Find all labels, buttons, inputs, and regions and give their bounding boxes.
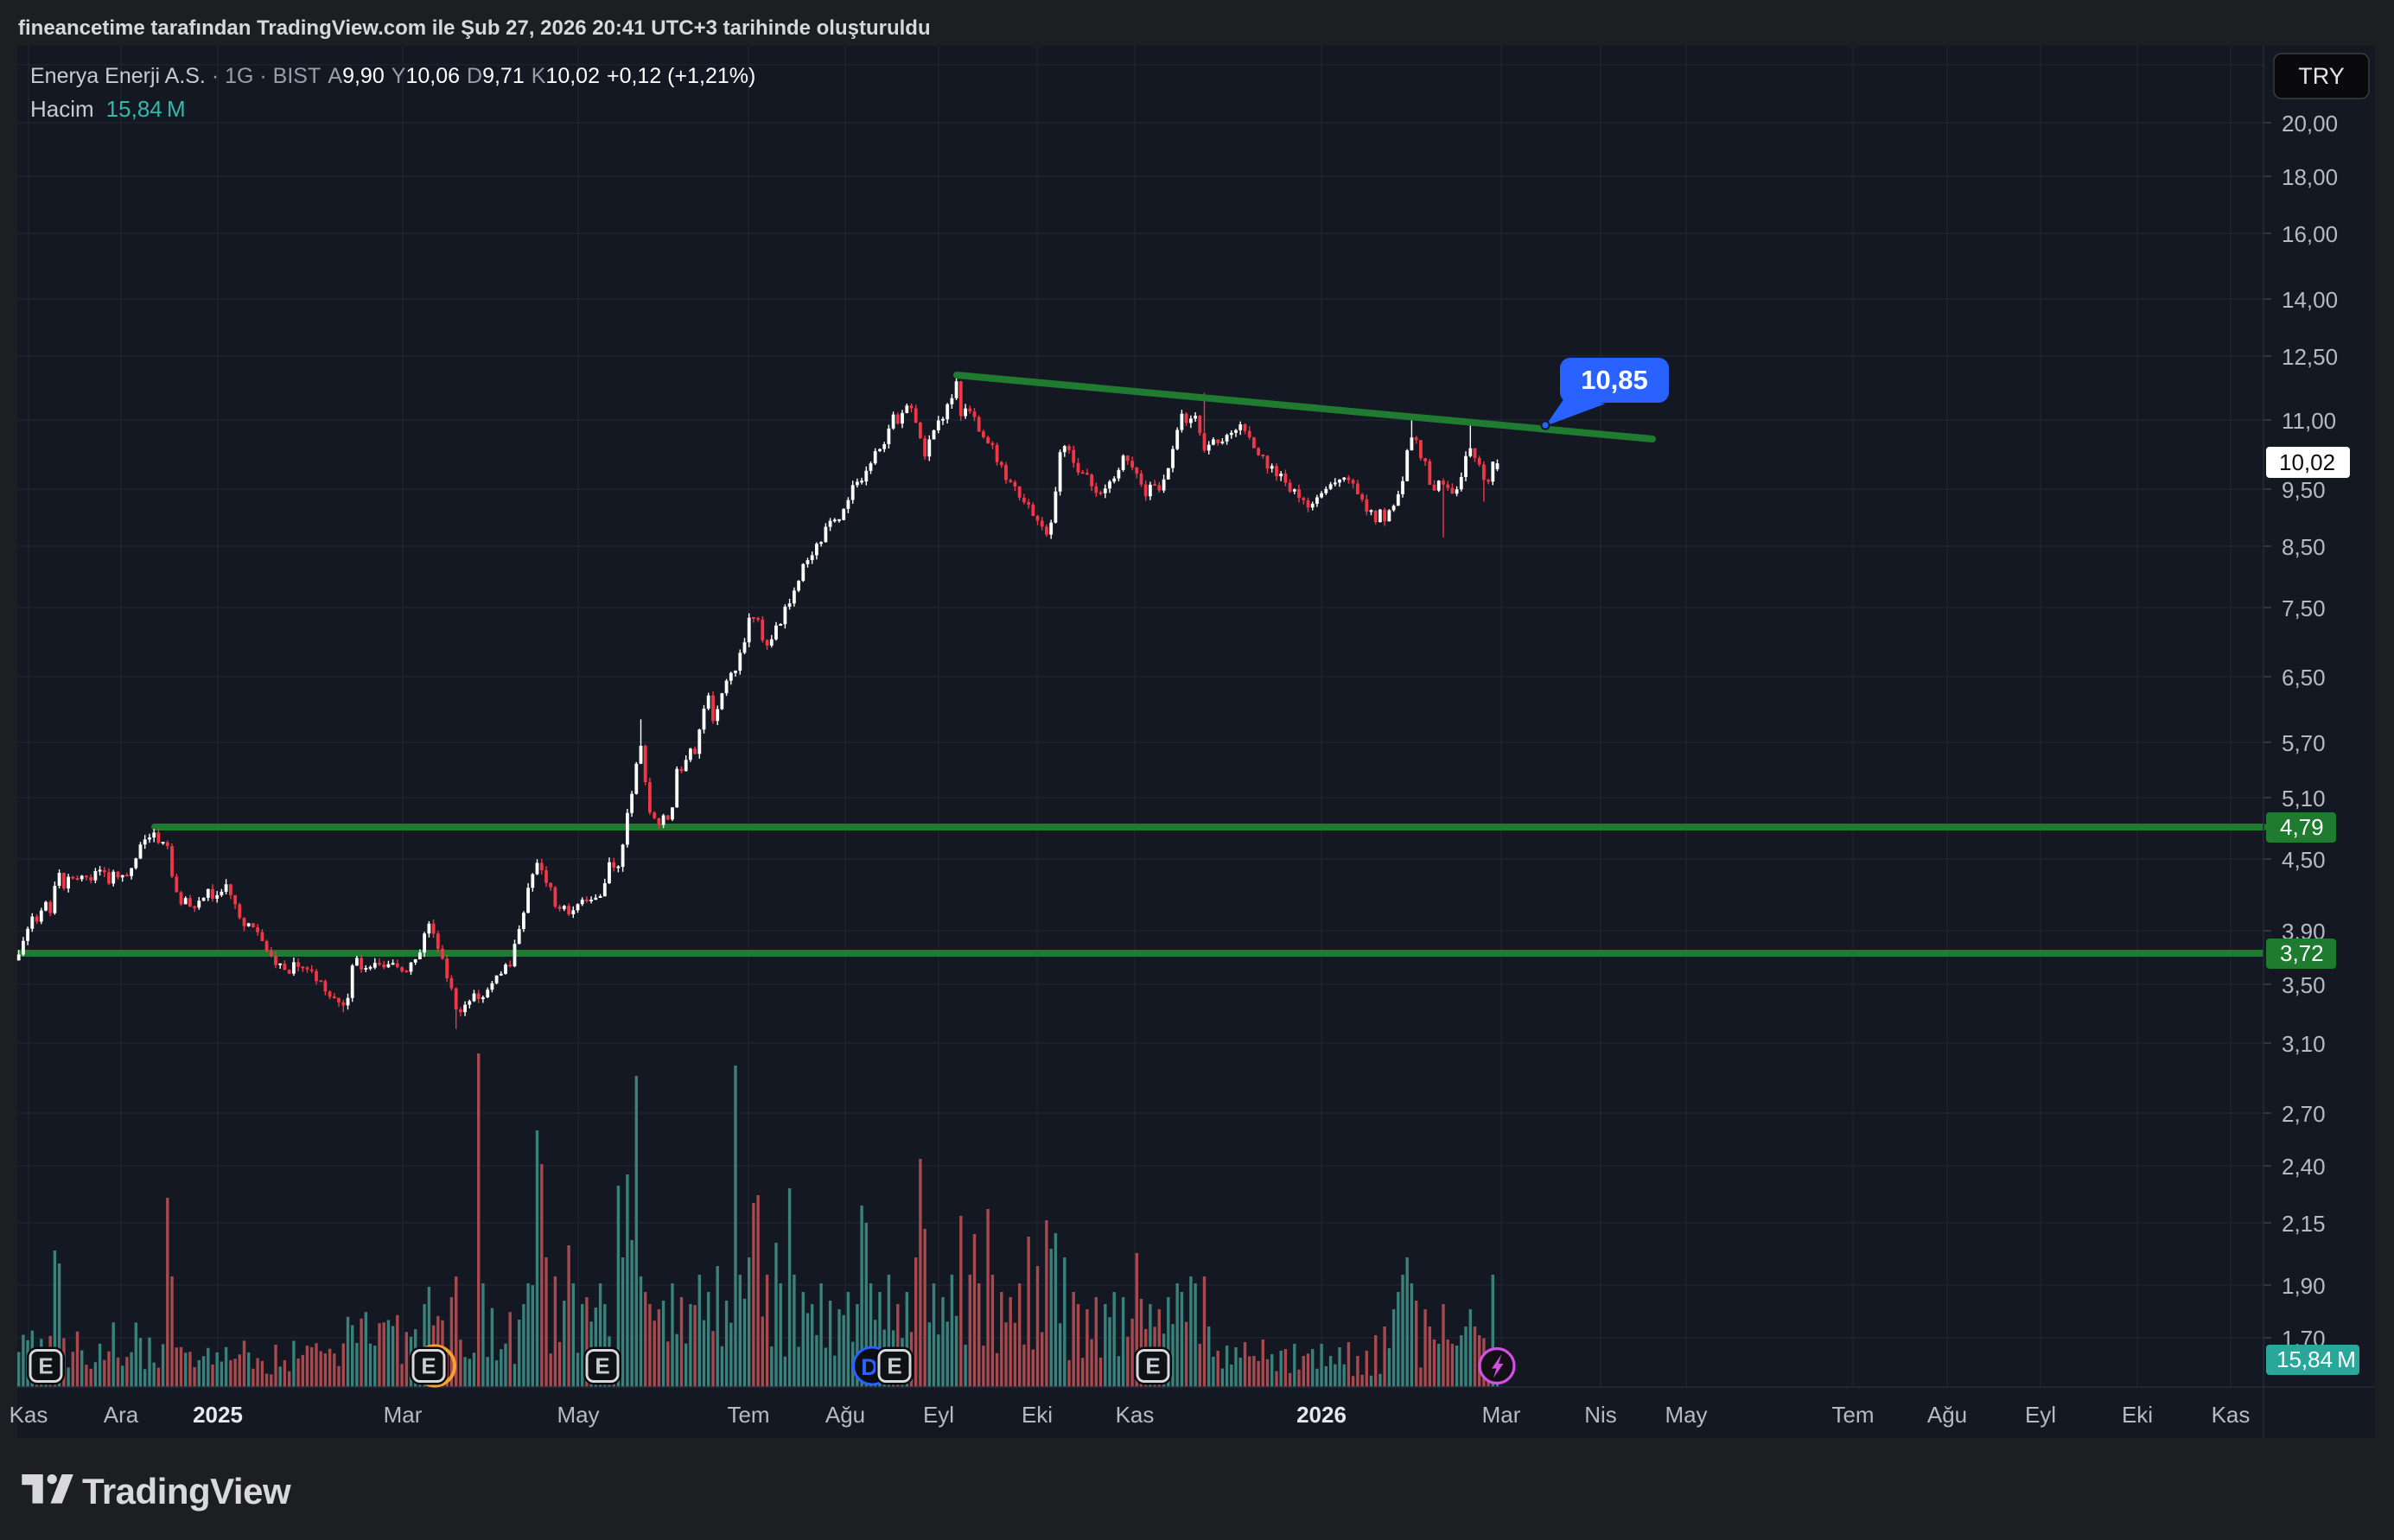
svg-text:20,00: 20,00 [2282,111,2338,137]
svg-text:4,50: 4,50 [2282,847,2326,873]
svg-text:E: E [595,1353,609,1379]
svg-text:5,10: 5,10 [2282,786,2326,811]
svg-text:8,50: 8,50 [2282,534,2326,560]
svg-text:10,85: 10,85 [1581,365,1648,395]
svg-text:Eyl: Eyl [2025,1402,2056,1428]
svg-text:3,10: 3,10 [2282,1031,2326,1057]
svg-text:16,00: 16,00 [2282,221,2338,247]
svg-text:11,00: 11,00 [2282,408,2336,434]
svg-text:2,15: 2,15 [2282,1211,2326,1237]
svg-text:Eyl: Eyl [923,1402,954,1428]
svg-text:10,02: 10,02 [2279,449,2335,475]
svg-text:2025: 2025 [193,1402,243,1428]
svg-text:7,50: 7,50 [2282,595,2326,621]
svg-text:Nis: Nis [1584,1402,1617,1428]
svg-text:E: E [421,1353,436,1379]
svg-text:15,84 M: 15,84 M [2276,1346,2356,1372]
svg-text:May: May [557,1402,599,1428]
svg-text:9,50: 9,50 [2282,477,2326,503]
svg-text:May: May [1665,1402,1707,1428]
svg-text:TRY: TRY [2298,63,2345,89]
svg-text:Mar: Mar [384,1402,423,1428]
svg-text:2026: 2026 [1296,1402,1347,1428]
svg-text:E: E [38,1353,53,1379]
svg-text:Ara: Ara [104,1402,139,1428]
svg-text:1,90: 1,90 [2282,1273,2326,1299]
svg-text:D: D [861,1354,878,1380]
svg-text:2,40: 2,40 [2282,1154,2326,1180]
svg-text:Enerya Enerji A.S. · 1G · BIST: Enerya Enerji A.S. · 1G · BIST A9,90 Y10,0… [30,64,755,88]
svg-text:14,00: 14,00 [2282,287,2338,313]
svg-text:Mar: Mar [1482,1402,1521,1428]
svg-text:Kas: Kas [1116,1402,1155,1428]
svg-text:Kas: Kas [2212,1402,2251,1428]
svg-text:4,79: 4,79 [2280,814,2324,840]
svg-text:Eki: Eki [2122,1402,2153,1428]
svg-text:18,00: 18,00 [2282,164,2338,190]
svg-text:6,50: 6,50 [2282,665,2326,690]
svg-text:E: E [1145,1353,1160,1379]
svg-text:Kas: Kas [10,1402,48,1428]
svg-text:3,72: 3,72 [2280,940,2324,966]
svg-text:fineancetime tarafından Tradin: fineancetime tarafından TradingView.com … [18,16,931,40]
svg-text:Tem: Tem [1831,1402,1874,1428]
svg-text:Eki: Eki [1022,1402,1053,1428]
svg-text:12,50: 12,50 [2282,344,2338,370]
svg-text:E: E [887,1353,901,1379]
svg-text:Tem: Tem [727,1402,769,1428]
svg-text:5,70: 5,70 [2282,730,2326,756]
svg-text:Ağu: Ağu [825,1402,865,1428]
svg-text:3,50: 3,50 [2282,972,2326,998]
svg-text:TradingView: TradingView [82,1471,291,1511]
svg-text:Ağu: Ağu [1927,1402,1967,1428]
svg-text:2,70: 2,70 [2282,1101,2326,1127]
